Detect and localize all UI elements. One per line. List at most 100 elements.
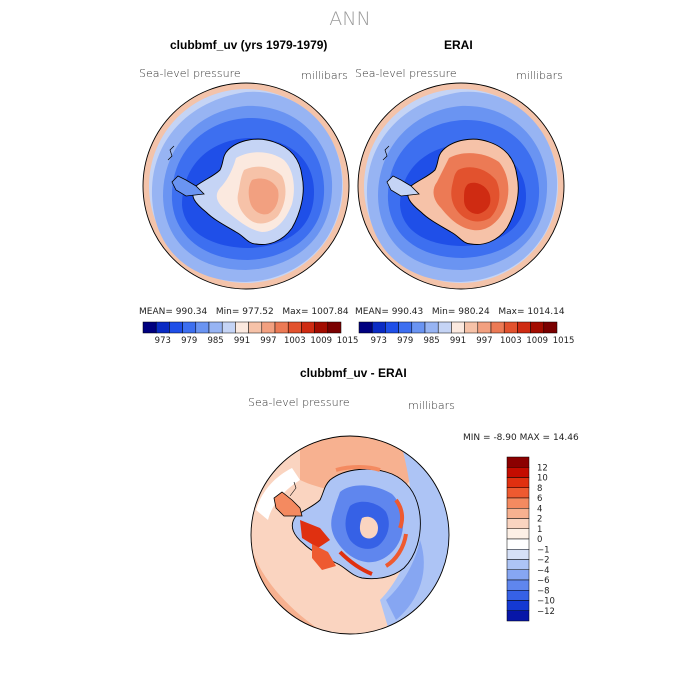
panel3-colorbar-swatch xyxy=(506,477,530,488)
panel3-colorbar-swatch xyxy=(506,569,530,581)
panel3-title: clubbmf_uv - ERAI xyxy=(300,366,407,380)
panel1-colorbar-tick-label: 973 xyxy=(155,336,171,346)
panel3-stats: MIN = -8.90 MAX = 14.46 xyxy=(463,433,579,443)
panel2-colorbar-swatch xyxy=(437,321,452,334)
panel2-colorbar-swatch xyxy=(371,321,386,334)
panel3-colorbar-tick-label: 2 xyxy=(537,515,542,525)
panel3-max: 14.46 xyxy=(552,433,579,443)
panel3-variable-label: Sea-level pressure xyxy=(248,396,350,409)
panel3-colorbar-swatch xyxy=(506,467,530,478)
panel2-mean: 990.43 xyxy=(391,307,424,317)
panel2-colorbar-swatch xyxy=(503,321,518,334)
panel1-map xyxy=(143,83,349,289)
panel3-colorbar-tick-label: 6 xyxy=(537,494,542,504)
panel2-colorbar-tick-label: 1009 xyxy=(526,336,548,346)
panel1-colorbar-swatch xyxy=(169,321,183,334)
panel3-colorbar-tick-label: −12 xyxy=(537,607,555,617)
panel1-colorbar-swatch xyxy=(327,321,342,334)
panel3-colorbar-tick-label: 8 xyxy=(537,484,542,494)
panel3-colorbar-tick-label: 10 xyxy=(537,474,548,484)
panel1-colorbar-swatch xyxy=(261,321,276,334)
panel2-colorbar-tick-label: 997 xyxy=(476,336,492,346)
panel1-colorbar-swatch xyxy=(248,321,263,334)
panel3-colorbar-swatch xyxy=(506,456,530,468)
panel2-colorbar-swatch xyxy=(477,321,492,334)
panel1-colorbar-tick-label: 997 xyxy=(260,336,276,346)
panel3-colorbar-swatch xyxy=(506,538,530,550)
panel1-max: 1007.84 xyxy=(311,307,349,317)
panel3-colorbar-tick-label: −8 xyxy=(537,586,550,596)
panel2-stats: MEAN= 990.43 Min= 980.24 Max= 1014.14 xyxy=(355,307,565,317)
panel2-colorbar-tick-label: 1003 xyxy=(500,336,522,346)
panel2-colorbar-swatch xyxy=(517,321,531,334)
panel2-colorbar-swatch xyxy=(530,321,545,334)
panel3-colorbar-tick-label: −4 xyxy=(537,566,550,576)
panel3-colorbar-tick-label: 0 xyxy=(537,535,542,545)
panel3-colorbar-swatch xyxy=(506,579,530,591)
panel2-colorbar-tick-label: 979 xyxy=(397,336,413,346)
panel3-colorbar-swatch xyxy=(506,497,530,509)
panel1-min-label: Min= xyxy=(215,307,240,317)
panel1-colorbar-swatch xyxy=(301,321,315,334)
panel1-mean-label: MEAN= xyxy=(139,307,173,317)
panel3-colorbar-tick-label: −2 xyxy=(537,556,550,566)
panel1-map-border xyxy=(142,82,350,290)
panel1-max-label: Max= xyxy=(282,307,309,317)
panel2-colorbar-swatch xyxy=(358,321,373,334)
panel2-max-label: Max= xyxy=(498,307,525,317)
panel2-colorbar-swatch xyxy=(451,321,465,334)
panel1-colorbar-swatch xyxy=(142,321,157,334)
panel3-colorbar-swatch xyxy=(506,610,530,622)
panel3-map-border xyxy=(250,435,450,635)
panel1-min: 977.52 xyxy=(242,307,274,317)
panel3-colorbar-tick-label: 1 xyxy=(537,525,542,535)
panel2-colorbar-swatch xyxy=(385,321,399,334)
panel2-units: millibars xyxy=(516,69,563,82)
panel3-units: millibars xyxy=(408,399,455,412)
panel1-colorbar-tick-label: 979 xyxy=(181,336,197,346)
panel2-colorbar-swatch xyxy=(543,321,558,334)
panel2-map xyxy=(358,83,564,289)
panel3-colorbar-swatch xyxy=(506,559,530,570)
panel1-colorbar-tick-label: 991 xyxy=(234,336,250,346)
panel3-colorbar-tick-label: 4 xyxy=(537,504,542,514)
panel3-colorbar-tick-label: −6 xyxy=(537,576,550,586)
panel2-max: 1014.14 xyxy=(527,307,565,317)
panel1-colorbar-swatch xyxy=(208,321,223,334)
panel1-title: clubbmf_uv (yrs 1979-1979) xyxy=(170,38,328,52)
panel3-colorbar-swatch xyxy=(506,528,530,540)
panel1-colorbar-swatch xyxy=(195,321,210,334)
panel2-colorbar-tick-label: 991 xyxy=(450,336,466,346)
panel2-min-label: Min= xyxy=(431,307,456,317)
panel2-colorbar-tick-label: 985 xyxy=(423,336,439,346)
panel1-colorbar-tick-label: 1003 xyxy=(284,336,306,346)
panel3-min: -8.90 xyxy=(493,433,517,443)
panel1-colorbar-swatch xyxy=(274,321,289,334)
panel3-colorbar-swatch xyxy=(506,518,530,529)
panel3-colorbar-tick-label: 12 xyxy=(537,463,548,473)
panel2-min: 980.24 xyxy=(458,307,490,317)
panel1-colorbar-swatch xyxy=(287,321,302,334)
panel2-colorbar-swatch xyxy=(490,321,505,334)
panel1-colorbar-tick-label: 1015 xyxy=(337,336,359,346)
panel3-max-label: MAX = xyxy=(519,433,551,443)
panel2-colorbar-tick-label: 973 xyxy=(371,336,387,346)
panel2-colorbar-swatch xyxy=(398,321,413,334)
panel1-colorbar-tick-label: 1009 xyxy=(310,336,332,346)
panel3-colorbar-swatch xyxy=(506,508,530,519)
panel1-colorbar-swatch xyxy=(235,321,249,334)
panel3-colorbar-tick-label: −1 xyxy=(537,545,550,555)
panel2-colorbar-tick-label: 1015 xyxy=(553,336,575,346)
panel3-colorbar-swatch xyxy=(506,487,530,499)
panel2-colorbar-swatch xyxy=(411,321,426,334)
panel1-colorbar-swatch xyxy=(182,321,197,334)
panel1-colorbar: 973 979 985 991 997 1003 1009 1015 xyxy=(142,321,359,346)
panel1-colorbar-swatch xyxy=(314,321,329,334)
panel1-colorbar-swatch xyxy=(155,321,170,334)
panel2-colorbar: 973 979 985 991 997 1003 1009 1015 xyxy=(358,321,575,346)
panel3-map xyxy=(251,436,449,634)
panel1-mean: 990.34 xyxy=(175,307,208,317)
panel3-colorbar-swatch xyxy=(506,590,530,601)
